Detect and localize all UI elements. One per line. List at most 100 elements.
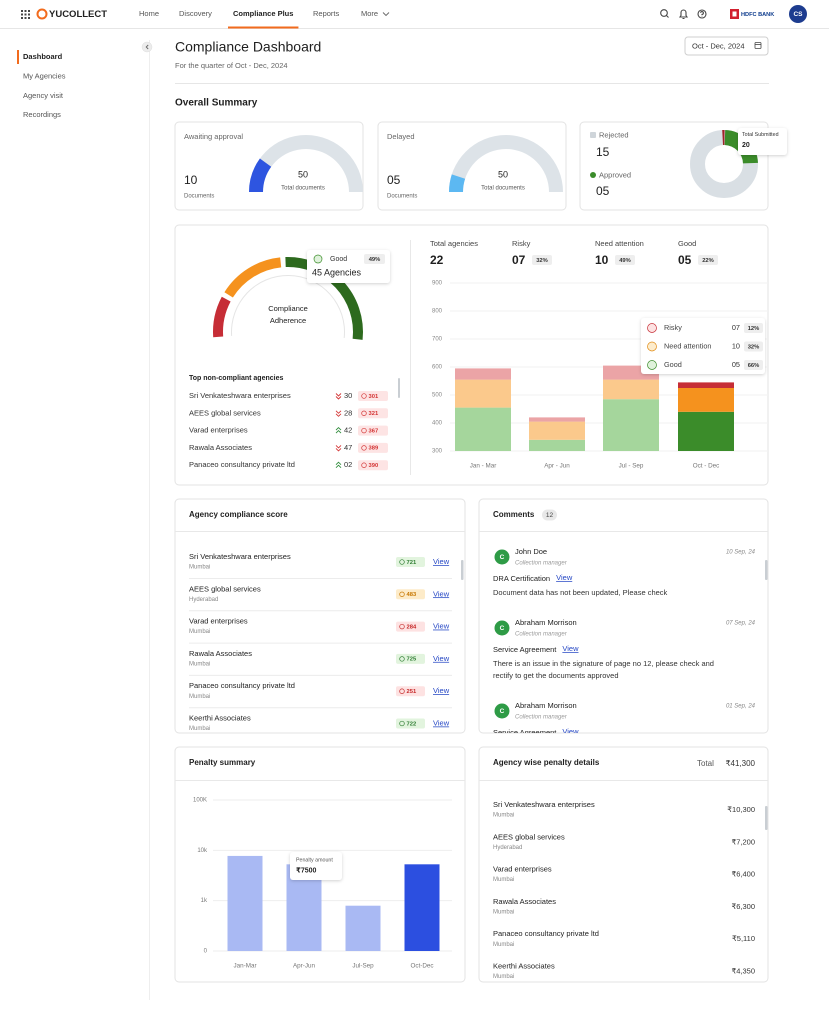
- tooltip-value: 10: [732, 341, 740, 350]
- donut-segment: [722, 129, 725, 146]
- logo-icon: [36, 8, 48, 20]
- score-badge-icon: [399, 656, 405, 662]
- logo: YUCOLLECT: [49, 9, 107, 20]
- agency-name: Keerthi Associates: [189, 713, 251, 722]
- comment-avatar-initial: C: [500, 708, 505, 715]
- tooltip-icon: [647, 323, 657, 333]
- penalty-amount: ₹6,300: [731, 902, 755, 911]
- stat-label: Good: [678, 239, 696, 248]
- score-badge-icon: [399, 720, 405, 727]
- toolbar-icons[interactable]: [660, 9, 707, 20]
- tooltip: [290, 852, 342, 880]
- nav-item[interactable]: More: [361, 9, 378, 18]
- view-link[interactable]: View: [556, 573, 573, 582]
- gauge-total: 50: [298, 169, 308, 179]
- penalty-amount: ₹10,300: [727, 805, 755, 814]
- bar-segment: [603, 399, 659, 451]
- bar: [345, 905, 381, 951]
- bar-segment: [678, 388, 734, 412]
- sidebar-item[interactable]: Agency visit: [23, 91, 64, 100]
- x-tick-label: Jul - Sep: [619, 463, 644, 470]
- view-link[interactable]: View: [433, 718, 450, 727]
- score-badge: 390: [369, 463, 379, 469]
- sidebar-item[interactable]: Dashboard: [23, 52, 63, 61]
- legend-swatch: [590, 132, 596, 138]
- collapse-button[interactable]: [141, 41, 153, 53]
- view-link[interactable]: View: [433, 589, 450, 598]
- bar: [227, 855, 263, 951]
- comment-author: Abraham Morrison: [515, 618, 577, 627]
- stat-badge: 32%: [536, 258, 548, 264]
- gauge-value: [449, 174, 466, 192]
- card-title: Agency wise penalty details: [493, 758, 600, 767]
- trend-change: 42: [344, 426, 352, 435]
- tooltip: [738, 128, 787, 155]
- comment-date: 01 Sep, 24: [726, 704, 756, 710]
- score-badge-icon: [361, 445, 367, 451]
- nav-item[interactable]: Reports: [313, 9, 340, 18]
- agency-city: Mumbai: [189, 661, 210, 667]
- page-subtitle: For the quarter of Oct - Dec, 2024: [175, 61, 288, 70]
- list-title: Top non-compliant agencies: [189, 375, 283, 382]
- view-link[interactable]: View: [433, 622, 450, 631]
- trend-icon: [335, 445, 342, 452]
- avatar[interactable]: [789, 5, 807, 23]
- stat-value: 05: [678, 253, 692, 267]
- comment-document: DRA Certification: [493, 574, 550, 583]
- score-badge: 321: [369, 411, 379, 417]
- comment-document: Service Agreement: [493, 645, 557, 654]
- agency-name: Rawala Associates: [189, 649, 252, 658]
- tooltip-badge: 66%: [748, 363, 760, 369]
- score-badge-bg: [358, 460, 388, 471]
- apps-icon[interactable]: [21, 10, 30, 19]
- score-badge-bg: [396, 653, 425, 664]
- nav-item[interactable]: Home: [139, 9, 159, 18]
- tooltip-badge-bg: [744, 360, 763, 370]
- view-link[interactable]: View: [433, 654, 450, 663]
- y-tick-label: 0: [204, 949, 208, 955]
- agency-city: Mumbai: [493, 974, 514, 980]
- nav-item[interactable]: Compliance Plus: [233, 9, 293, 18]
- penalty-amount: ₹7,200: [731, 837, 755, 846]
- score-badge: 725: [407, 657, 417, 663]
- comment-author: Abraham Morrison: [515, 701, 577, 710]
- nav-item[interactable]: Discovery: [179, 9, 212, 18]
- sidebar-item[interactable]: My Agencies: [23, 71, 66, 80]
- score-badge-icon: [399, 688, 405, 694]
- score-badge-bg: [358, 442, 388, 453]
- card-value: 05: [387, 173, 401, 187]
- date-picker[interactable]: [684, 36, 769, 56]
- comment-avatar-initial: C: [500, 625, 505, 632]
- agency-city: Mumbai: [493, 877, 514, 883]
- score-badge-icon: [361, 410, 367, 416]
- gauge-total-label: Total documents: [281, 186, 325, 192]
- score-badge: 251: [407, 689, 417, 695]
- agency-name: Sri Venkateshwara enterprises: [493, 800, 595, 809]
- view-link[interactable]: View: [433, 557, 450, 566]
- total-label: Total: [697, 759, 714, 768]
- view-link[interactable]: View: [433, 686, 450, 695]
- nav-active-underline: [228, 26, 299, 29]
- view-link[interactable]: View: [562, 727, 579, 736]
- tooltip-label: Good: [330, 256, 347, 263]
- card-dividers: [175, 240, 768, 781]
- tooltip-label: Penalty amount: [296, 857, 333, 863]
- bar-segment: [529, 439, 585, 451]
- view-link[interactable]: View: [562, 644, 579, 653]
- stat-value: 10: [595, 253, 609, 267]
- trend-icon: [335, 426, 342, 434]
- sidebar-item[interactable]: Recordings: [23, 110, 61, 119]
- scrollbars: [398, 378, 768, 830]
- agency-city: Mumbai: [493, 909, 514, 915]
- avatar-initials: CS: [793, 11, 803, 18]
- bank-name: HDFC BANK: [741, 12, 774, 18]
- agency-name: Panaceo consultancy private ltd: [189, 681, 295, 690]
- agency-city: Mumbai: [189, 726, 210, 732]
- y-tick-label: 1k: [201, 898, 208, 904]
- tooltip-badge-bg: [744, 323, 763, 333]
- collapse-icon: [145, 44, 149, 50]
- bar-segment: [678, 382, 734, 388]
- trend-change: 30: [344, 391, 352, 400]
- comment-avatar-initial: C: [500, 554, 505, 561]
- count-badge-bg: [542, 509, 557, 521]
